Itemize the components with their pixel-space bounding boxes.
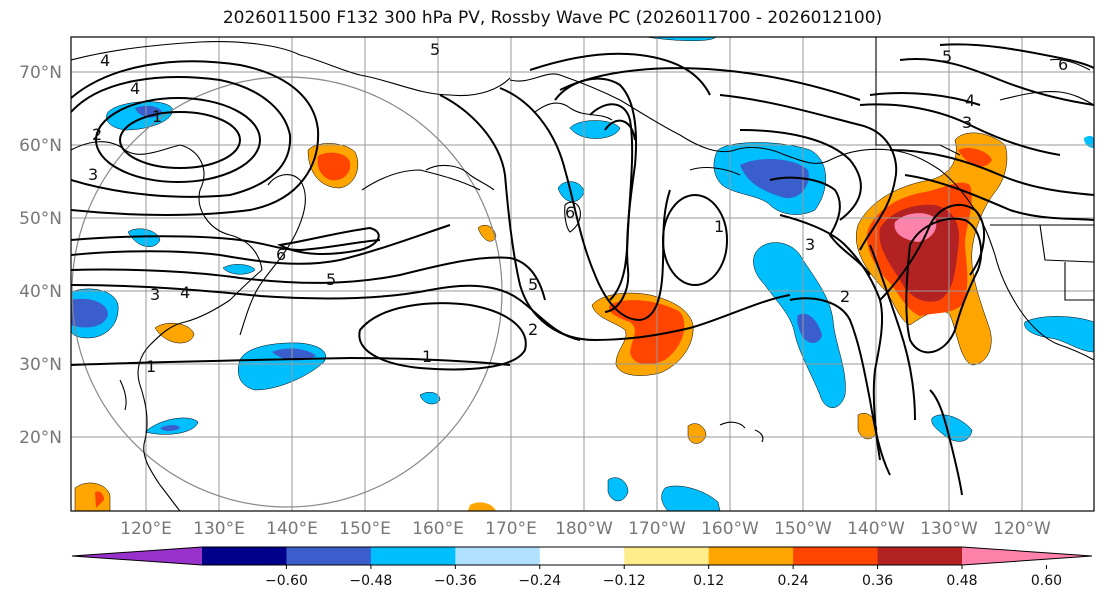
neg-anomaly-blob: [71, 298, 108, 328]
contour-label: 2: [840, 287, 850, 306]
pos-anomaly-blob: [154, 322, 195, 344]
pv-contours: [71, 43, 1094, 496]
lat-label: 70°N: [19, 63, 62, 83]
colorbar-segment: [624, 547, 710, 565]
contour-label: 2: [528, 320, 538, 339]
contour-label: 1: [714, 217, 724, 236]
colorbar-segment: [455, 547, 541, 565]
lat-label: 60°N: [19, 136, 62, 156]
colorbar-tick-label: −0.24: [518, 573, 561, 589]
colorbar-tick-label: 0.24: [778, 573, 809, 589]
lon-label: 150°W: [774, 519, 832, 539]
contour-label: 5: [430, 40, 440, 59]
gridlines: [71, 37, 1094, 511]
neg-anomaly-blob: [931, 414, 973, 442]
colorbar-tick-label: 0.12: [693, 573, 724, 589]
colorbar-segment: [793, 547, 879, 565]
lon-label: 170°E: [485, 519, 537, 539]
lon-label: 120°E: [120, 519, 172, 539]
colorbar-segment: [539, 547, 625, 565]
contour-label: 5: [528, 275, 538, 294]
lon-label: 180°W: [555, 519, 613, 539]
pos-anomaly-blob: [608, 300, 685, 365]
contour-label: 3: [962, 113, 972, 132]
colorbar-tick-label: −0.48: [349, 573, 392, 589]
contour-label: 6: [276, 245, 286, 264]
neg-anomaly-blob: [419, 392, 441, 405]
pos-anomaly-blob: [74, 482, 111, 511]
contour-labels: 4 5 5 6 4 4 1 2 3 3 3 2 1 6 6 5 5 4 3 2 …: [88, 40, 1068, 376]
contour-label: 5: [942, 47, 952, 66]
pos-anomaly-blob: [468, 502, 496, 511]
contour-label: 6: [565, 203, 575, 222]
lat-label: 50°N: [19, 209, 62, 229]
neg-anomaly-blob: [1084, 135, 1094, 148]
anomaly-shading: [71, 37, 1094, 511]
figure-title: 2026011500 F132 300 hPa PV, Rossby Wave …: [222, 8, 883, 28]
lon-label: 140°E: [266, 519, 318, 539]
neg-anomaly-blob: [1024, 316, 1094, 353]
contour-label: 3: [88, 165, 98, 184]
map-frame: [70, 36, 1095, 512]
contour-label: 4: [130, 79, 140, 98]
pos-anomaly-blob: [958, 148, 992, 167]
contour-label: 4: [180, 283, 190, 302]
colorbar-tick-label: 0.60: [1031, 573, 1062, 589]
neg-anomaly-blob: [272, 348, 316, 361]
lat-label: 40°N: [19, 282, 62, 302]
colorbar-segment: [708, 547, 794, 565]
pos-anomaly-blob: [687, 423, 707, 444]
contour-label: 2: [92, 125, 102, 144]
neg-anomaly-blob: [222, 264, 256, 275]
longitude-labels: 120°E 130°E 140°E 150°E 160°E 170°E 180°…: [120, 519, 1051, 539]
contour-label: 1: [152, 107, 162, 126]
lat-label: 20°N: [19, 428, 62, 448]
colorbar-tick-label: −0.12: [603, 573, 646, 589]
contour-label: 4: [965, 91, 975, 110]
contour-label: 5: [326, 270, 336, 289]
contour-label: 6: [1058, 55, 1068, 74]
colorbar-segment: [202, 547, 287, 565]
lat-label: 30°N: [19, 355, 62, 375]
pos-anomaly-blob: [857, 413, 878, 440]
lon-label: 130°W: [920, 519, 978, 539]
neg-anomaly-blob: [661, 485, 721, 511]
neg-anomaly-blob: [607, 477, 629, 502]
contour-label: 1: [422, 347, 432, 366]
colorbar-extend-high: [962, 547, 1092, 565]
colorbar-tick-label: −0.36: [434, 573, 477, 589]
pos-anomaly-blob: [317, 152, 351, 181]
colorbar-segment: [370, 547, 456, 565]
contour-label: 1: [146, 357, 156, 376]
pos-anomaly-blob: [95, 491, 104, 508]
neg-anomaly-blob: [160, 425, 180, 431]
colorbar-extend-low: [72, 547, 202, 565]
lon-label: 140°W: [847, 519, 905, 539]
lon-label: 130°E: [193, 519, 245, 539]
latitude-labels: 70°N 60°N 50°N 40°N 30°N 20°N: [19, 63, 62, 448]
colorbar-tick-label: 0.36: [862, 573, 893, 589]
colorbar-segment: [286, 547, 372, 565]
colorbar-outline: [71, 546, 1093, 566]
lon-label: 170°W: [628, 519, 686, 539]
contour-label: 3: [805, 235, 815, 254]
lon-label: 160°E: [412, 519, 464, 539]
neg-anomaly-blob: [106, 101, 173, 131]
neg-anomaly-blob: [127, 228, 161, 247]
colorbar-tick-label: −0.60: [265, 573, 308, 589]
colorbar-segment: [877, 547, 963, 565]
pos-anomaly-blob: [477, 225, 497, 242]
lon-label: 120°W: [993, 519, 1051, 539]
lon-label: 150°E: [339, 519, 391, 539]
colorbar-tick-label: 0.48: [946, 573, 977, 589]
contour-label: 4: [100, 51, 110, 70]
contour-label: 3: [150, 285, 160, 304]
lon-label: 160°W: [701, 519, 759, 539]
colorbar: −0.60 −0.48 −0.36 −0.24 −0.12 0.12 0.24 0.36 0.4…: [71, 546, 1093, 589]
